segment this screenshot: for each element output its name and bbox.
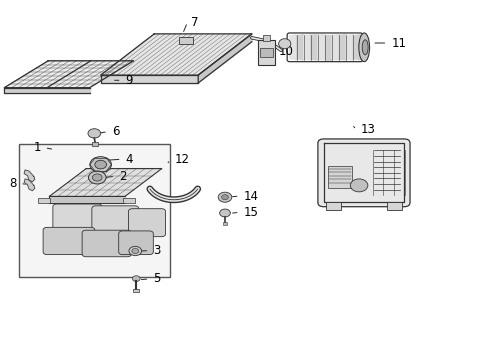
Polygon shape [4,61,133,87]
Polygon shape [317,35,325,60]
FancyBboxPatch shape [82,230,131,257]
FancyBboxPatch shape [53,204,102,237]
Bar [19,144,170,277]
Circle shape [92,174,102,181]
Polygon shape [331,35,338,60]
Circle shape [95,160,106,169]
Circle shape [129,246,142,256]
Circle shape [132,276,140,282]
Polygon shape [49,168,162,197]
FancyBboxPatch shape [119,231,153,255]
Text: 2: 2 [119,170,126,183]
Circle shape [132,248,139,253]
Circle shape [349,179,367,192]
FancyBboxPatch shape [43,227,95,255]
Bar [222,222,227,225]
Bar [260,48,272,57]
Polygon shape [310,35,317,60]
Bar [92,142,98,145]
Circle shape [219,209,230,217]
Bar [262,35,270,41]
Text: 1: 1 [33,141,41,154]
Bar [325,202,340,210]
Bar [178,37,193,44]
Polygon shape [338,35,346,60]
Text: 12: 12 [174,153,189,166]
Polygon shape [352,35,360,60]
Polygon shape [49,197,124,203]
Polygon shape [289,35,296,60]
Polygon shape [296,35,303,60]
Text: 3: 3 [153,244,161,257]
Text: 9: 9 [125,74,133,87]
Bar [327,166,351,188]
Bar [39,198,50,203]
Ellipse shape [358,33,369,62]
Polygon shape [4,87,89,93]
Text: 8: 8 [9,177,16,190]
Polygon shape [198,34,251,83]
FancyBboxPatch shape [317,139,409,207]
Polygon shape [24,179,35,191]
Text: 13: 13 [360,123,375,136]
Text: 11: 11 [390,36,406,50]
Polygon shape [346,35,352,60]
Polygon shape [101,75,198,83]
Circle shape [88,171,106,184]
Text: 4: 4 [125,153,133,166]
Text: 15: 15 [243,206,258,219]
Bar [386,202,401,210]
Polygon shape [325,35,331,60]
Ellipse shape [362,40,367,55]
Bar [122,198,134,203]
Circle shape [218,192,231,202]
Ellipse shape [278,39,290,49]
Circle shape [90,157,111,172]
Polygon shape [323,143,404,202]
Text: 14: 14 [243,190,258,203]
Text: 10: 10 [278,45,293,58]
Bar [257,40,274,65]
Circle shape [221,195,228,200]
Text: 5: 5 [153,273,161,285]
Bar [133,289,139,292]
FancyBboxPatch shape [128,209,165,237]
Polygon shape [101,34,251,75]
Polygon shape [303,35,310,60]
Text: 6: 6 [112,125,119,138]
Polygon shape [24,170,35,182]
FancyBboxPatch shape [92,206,139,237]
Circle shape [88,129,101,138]
Text: 7: 7 [191,16,199,29]
